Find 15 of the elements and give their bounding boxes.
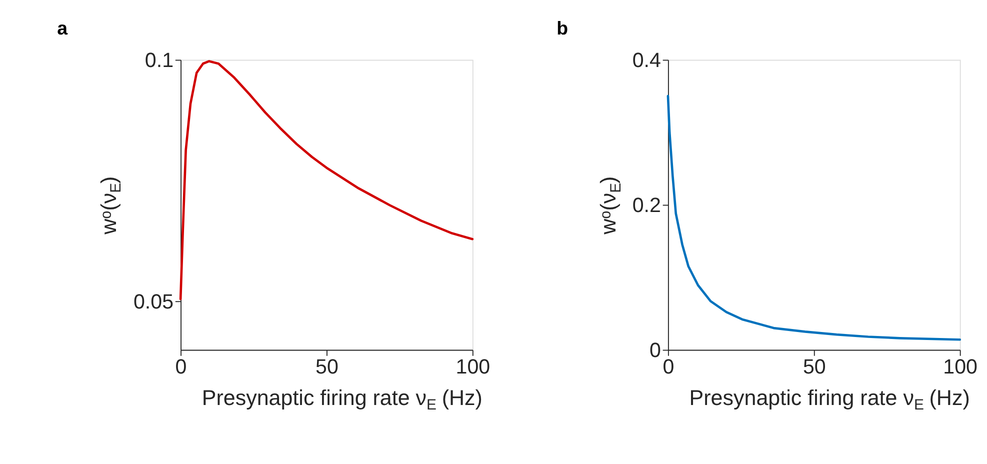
line-series [666, 94, 962, 341]
y-tick-label: 0.4 [632, 48, 661, 72]
x-tick-label: 100 [943, 356, 978, 379]
y-tick-label: 0.05 [133, 290, 174, 314]
x-tick-label: 50 [802, 356, 826, 379]
y-axis-title: wᵒ(νE) [596, 176, 624, 236]
y-axis-title: wᵒ(νE) [97, 176, 125, 236]
y-tick-label: 0 [650, 338, 661, 362]
y-tick-label: 0.1 [144, 48, 174, 72]
y-tick-label: 0.2 [632, 194, 661, 217]
x-tick-label: 50 [316, 356, 338, 379]
chart-title: b [556, 18, 568, 39]
x-tick-label: 100 [456, 356, 490, 379]
line-series [179, 60, 474, 300]
chart-title: a [57, 18, 68, 39]
